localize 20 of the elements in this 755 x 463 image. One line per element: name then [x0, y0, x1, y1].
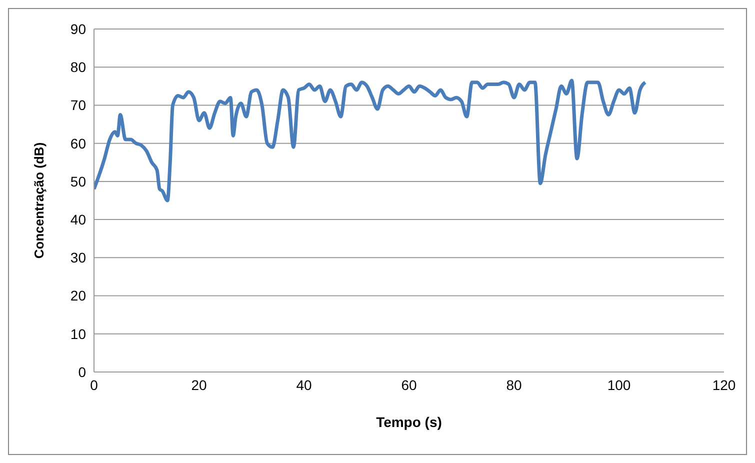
- x-tick-label: 0: [90, 376, 98, 393]
- x-tick-label: 60: [401, 376, 417, 393]
- line-series: [94, 78, 647, 202]
- y-tick-label: 80: [70, 59, 86, 76]
- x-tick-label: 20: [191, 376, 207, 393]
- y-tick-label: 90: [70, 20, 86, 37]
- x-tick-label: 100: [607, 376, 631, 393]
- y-tick-label: 30: [70, 250, 86, 266]
- x-tick-label: 120: [712, 376, 736, 393]
- y-tick-label: 10: [70, 326, 86, 342]
- y-tick-label: 0: [78, 364, 86, 380]
- y-tick-label: 20: [70, 288, 86, 304]
- x-tick-label: 40: [296, 376, 312, 393]
- x-tick-label: 80: [506, 376, 522, 393]
- y-axis-title: Concentração (dB): [32, 142, 47, 259]
- x-axis-title: Tempo (s): [376, 414, 442, 430]
- y-tick-label: 70: [70, 97, 86, 114]
- y-tick-label: 50: [70, 173, 86, 190]
- y-tick-label: 40: [70, 212, 86, 228]
- y-tick-label: 60: [70, 135, 86, 152]
